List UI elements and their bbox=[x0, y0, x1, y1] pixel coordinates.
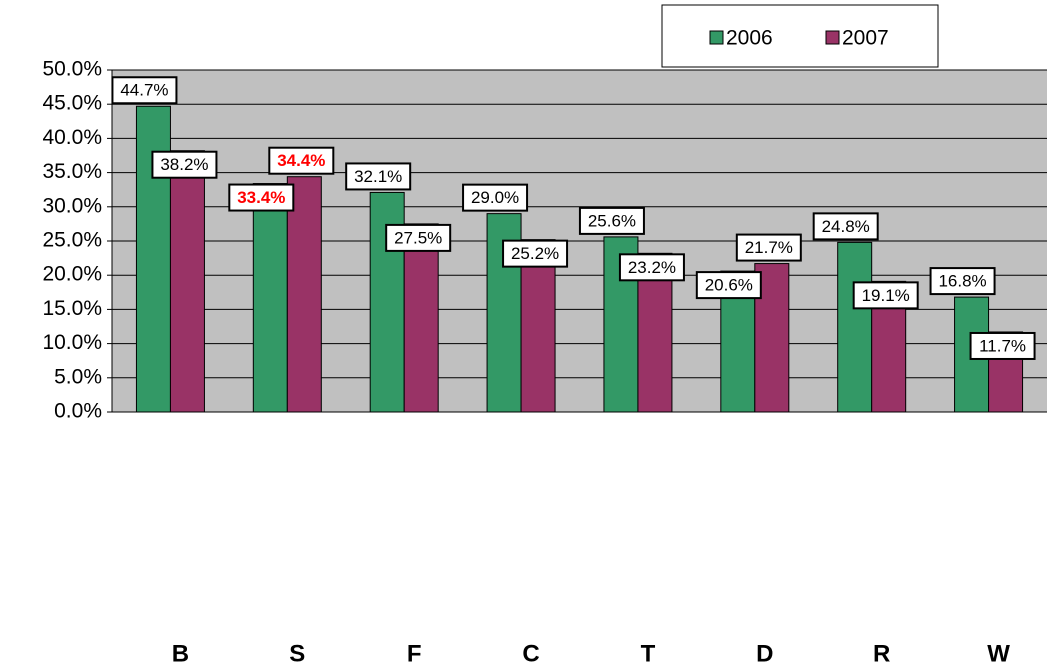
data-label: 25.2% bbox=[511, 244, 559, 263]
data-label: 11.7% bbox=[979, 336, 1026, 355]
data-label: 24.8% bbox=[822, 217, 870, 236]
data-label: 44.7% bbox=[120, 81, 168, 100]
x-tick-label: W bbox=[987, 640, 1010, 667]
data-label-box bbox=[228, 183, 295, 212]
y-tick-label: 15.0% bbox=[42, 297, 102, 320]
bar bbox=[286, 176, 322, 413]
data-label: 38.2% bbox=[160, 155, 208, 174]
y-tick-label: 30.0% bbox=[42, 194, 102, 217]
bar bbox=[169, 150, 205, 413]
x-tick-label: F bbox=[407, 640, 422, 667]
y-tick-label: 0.0% bbox=[54, 400, 102, 423]
legend-label: 2007 bbox=[842, 27, 889, 50]
data-label: 23.2% bbox=[628, 258, 676, 277]
data-label-box bbox=[578, 206, 645, 235]
data-label: 21.7% bbox=[745, 238, 793, 257]
data-label-box bbox=[969, 331, 1036, 360]
data-label: 27.5% bbox=[394, 228, 442, 247]
data-label: 19.1% bbox=[862, 286, 910, 305]
y-tick-label: 45.0% bbox=[42, 92, 102, 115]
data-label: 32.1% bbox=[354, 167, 402, 186]
data-label-box bbox=[735, 233, 802, 262]
bar bbox=[520, 239, 556, 413]
data-label-box bbox=[929, 267, 996, 296]
y-tick-label: 5.0% bbox=[54, 365, 102, 388]
legend-box bbox=[661, 4, 939, 68]
data-label-box bbox=[695, 271, 762, 300]
data-label-box bbox=[345, 162, 412, 191]
y-tick-label: 10.0% bbox=[42, 331, 102, 354]
data-label-box bbox=[852, 281, 919, 310]
bar bbox=[252, 183, 288, 413]
y-tick-label: 35.0% bbox=[42, 160, 102, 183]
x-tick-label: S bbox=[289, 640, 305, 667]
x-tick-label: R bbox=[873, 640, 890, 667]
data-label: 29.0% bbox=[471, 188, 519, 207]
legend-swatch bbox=[709, 30, 724, 45]
data-label: 20.6% bbox=[705, 276, 753, 295]
y-tick-label: 40.0% bbox=[42, 126, 102, 149]
legend-label: 2006 bbox=[726, 27, 773, 50]
x-tick-label: D bbox=[756, 640, 773, 667]
data-label: 16.8% bbox=[938, 272, 986, 291]
y-tick-label: 50.0% bbox=[42, 58, 102, 81]
x-tick-label: C bbox=[522, 640, 539, 667]
x-tick-label: T bbox=[641, 640, 656, 667]
data-label-box bbox=[151, 150, 218, 179]
data-label-box bbox=[502, 239, 569, 268]
data-label-box bbox=[462, 183, 529, 212]
data-label: 33.4% bbox=[237, 188, 285, 207]
data-label-box bbox=[618, 253, 685, 282]
data-label-box bbox=[111, 76, 178, 105]
data-label-box bbox=[385, 223, 452, 252]
data-label: 25.6% bbox=[588, 211, 636, 230]
y-tick-label: 20.0% bbox=[42, 263, 102, 286]
legend-swatch bbox=[825, 30, 840, 45]
y-tick-label: 25.0% bbox=[42, 229, 102, 252]
x-tick-label: B bbox=[172, 640, 189, 667]
data-label-box bbox=[812, 212, 879, 241]
data-label: 34.4% bbox=[277, 151, 325, 170]
bar bbox=[403, 223, 439, 413]
data-label-box bbox=[268, 146, 335, 175]
bar bbox=[837, 241, 873, 413]
